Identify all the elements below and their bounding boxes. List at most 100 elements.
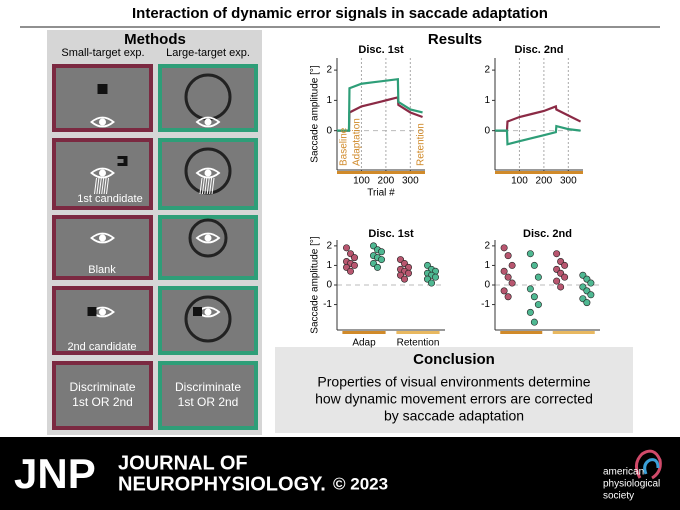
panel-title: Disc. 1st <box>368 228 414 240</box>
journal-name: JOURNAL OF <box>118 452 248 474</box>
eye-pupil <box>204 169 212 177</box>
column-header: Small-target exp. <box>61 47 144 59</box>
society-name: society <box>603 491 634 502</box>
panel-title: Disc. 1st <box>358 44 404 56</box>
footer <box>0 437 680 510</box>
data-point <box>377 248 385 256</box>
phase-bar <box>396 331 440 334</box>
data-point <box>427 279 435 287</box>
method-box <box>158 64 258 132</box>
eye-pupil <box>99 308 106 316</box>
data-point <box>431 273 439 281</box>
data-point <box>526 308 534 316</box>
data-point <box>530 293 538 301</box>
y-tick-label: -1 <box>481 299 490 310</box>
x-tick-label: 300 <box>560 176 577 187</box>
data-point <box>508 261 516 269</box>
data-line <box>337 77 423 132</box>
eye-icon <box>195 306 221 318</box>
conclusion-title: Conclusion <box>413 351 495 368</box>
phase-bar <box>342 331 386 334</box>
method-box <box>158 215 258 280</box>
society-name: american <box>603 467 644 478</box>
data-point <box>350 254 358 262</box>
journal-name: NEUROPHYSIOLOGY. <box>118 473 326 495</box>
final-step: 1st OR 2nd <box>72 395 133 409</box>
data-point <box>350 261 358 269</box>
copyright: © 2023 <box>333 474 388 493</box>
data-point <box>530 318 538 326</box>
y-tick-label: 2 <box>326 65 332 76</box>
data-line <box>495 124 581 146</box>
data-point <box>404 269 412 277</box>
method-box <box>52 361 153 430</box>
y-axis-label: Saccade amplitude [°] <box>310 236 321 334</box>
data-point <box>530 261 538 269</box>
small-target <box>87 307 97 316</box>
journal-short: JNP <box>14 450 96 497</box>
motion-streak <box>98 177 102 195</box>
motion-streak <box>94 177 97 195</box>
data-point <box>587 279 595 287</box>
y-tick-label: 2 <box>484 65 490 76</box>
phase-bar <box>500 331 543 334</box>
motion-streak <box>103 177 107 195</box>
data-point <box>500 244 508 252</box>
data-point <box>557 283 565 291</box>
phase-label: Baseline <box>339 127 350 166</box>
data-point <box>561 273 569 281</box>
methods-title: Methods <box>124 31 186 48</box>
eye-icon <box>195 116 221 128</box>
data-point <box>346 267 354 275</box>
data-point <box>587 291 595 299</box>
x-tick-label: 300 <box>402 176 419 187</box>
motion-streak <box>96 177 100 195</box>
phase-bar <box>337 171 425 174</box>
eye-icon <box>90 167 115 179</box>
society-logo <box>643 458 660 475</box>
motion-streak <box>206 177 210 195</box>
panel-title: Disc. 2nd <box>523 228 572 240</box>
y-tick-label: 0 <box>326 125 332 136</box>
conclusion-text: Properties of visual environments determ… <box>317 374 590 390</box>
motion-streak <box>209 177 213 195</box>
final-step: Discriminate <box>69 380 135 394</box>
eye-pupil <box>204 308 212 316</box>
data-point <box>504 252 512 260</box>
eye-pupil <box>204 234 212 242</box>
motion-streak <box>106 177 109 195</box>
eye-pupil <box>99 234 106 242</box>
motion-streak <box>101 177 105 195</box>
final-step: 1st OR 2nd <box>178 395 239 409</box>
large-target <box>184 295 232 343</box>
y-tick-label: 0 <box>484 125 490 136</box>
conclusion-text: by saccade adaptation <box>384 408 524 424</box>
phase-bar <box>495 171 583 174</box>
y-tick-label: 1 <box>484 260 490 271</box>
y-tick-label: -1 <box>323 299 332 310</box>
y-tick-label: 0 <box>326 280 332 291</box>
small-target <box>97 84 108 94</box>
step-label: 2nd candidate <box>67 341 136 353</box>
data-point <box>526 285 534 293</box>
society-name: physiological <box>603 479 660 490</box>
data-point <box>500 287 508 295</box>
eye-pupil <box>99 169 106 177</box>
data-point <box>534 273 542 281</box>
conclusion-text: how dynamic movement errors are correcte… <box>315 391 593 407</box>
eye-icon <box>90 232 115 244</box>
conclusion-box <box>275 347 633 433</box>
final-step: Discriminate <box>175 380 241 394</box>
eye-icon <box>195 167 221 179</box>
step-label: Blank <box>88 264 116 276</box>
x-tick-label: 100 <box>511 176 528 187</box>
y-axis-label: Saccade amplitude [°] <box>310 65 321 163</box>
step-label: 1st candidate <box>77 193 142 205</box>
x-tick-label: 100 <box>353 176 370 187</box>
eye-pupil <box>204 118 212 126</box>
data-point <box>561 261 569 269</box>
data-point <box>504 293 512 301</box>
results-title: Results <box>428 31 482 48</box>
column-header: Large-target exp. <box>166 47 250 59</box>
x-tick-label: 200 <box>536 176 553 187</box>
